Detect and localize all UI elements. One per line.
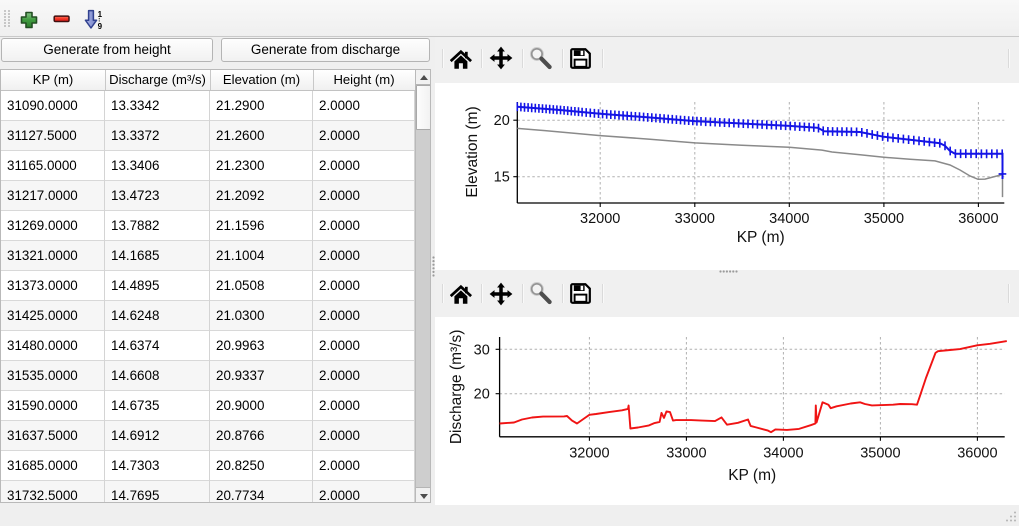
svg-text:32000: 32000 bbox=[580, 210, 620, 226]
svg-text:34000: 34000 bbox=[763, 445, 803, 461]
svg-text:33000: 33000 bbox=[666, 445, 706, 461]
svg-text:20: 20 bbox=[474, 386, 490, 402]
svg-text:30: 30 bbox=[474, 342, 490, 358]
svg-text:KP (m): KP (m) bbox=[737, 229, 785, 246]
svg-text:35000: 35000 bbox=[864, 210, 904, 226]
svg-text:Discharge (m³/s): Discharge (m³/s) bbox=[448, 329, 465, 444]
svg-text:35000: 35000 bbox=[860, 445, 900, 461]
svg-text:36000: 36000 bbox=[957, 445, 997, 461]
svg-text:32000: 32000 bbox=[569, 445, 609, 461]
svg-text:34000: 34000 bbox=[769, 210, 809, 226]
svg-text:15: 15 bbox=[494, 169, 510, 185]
svg-text:KP (m): KP (m) bbox=[728, 467, 776, 484]
svg-text:36000: 36000 bbox=[958, 210, 998, 226]
svg-text:1: 1 bbox=[98, 10, 103, 19]
svg-text:33000: 33000 bbox=[675, 210, 715, 226]
svg-text:Elevation (m): Elevation (m) bbox=[464, 106, 481, 197]
svg-text:20: 20 bbox=[494, 113, 510, 129]
svg-text:9: 9 bbox=[98, 22, 103, 30]
